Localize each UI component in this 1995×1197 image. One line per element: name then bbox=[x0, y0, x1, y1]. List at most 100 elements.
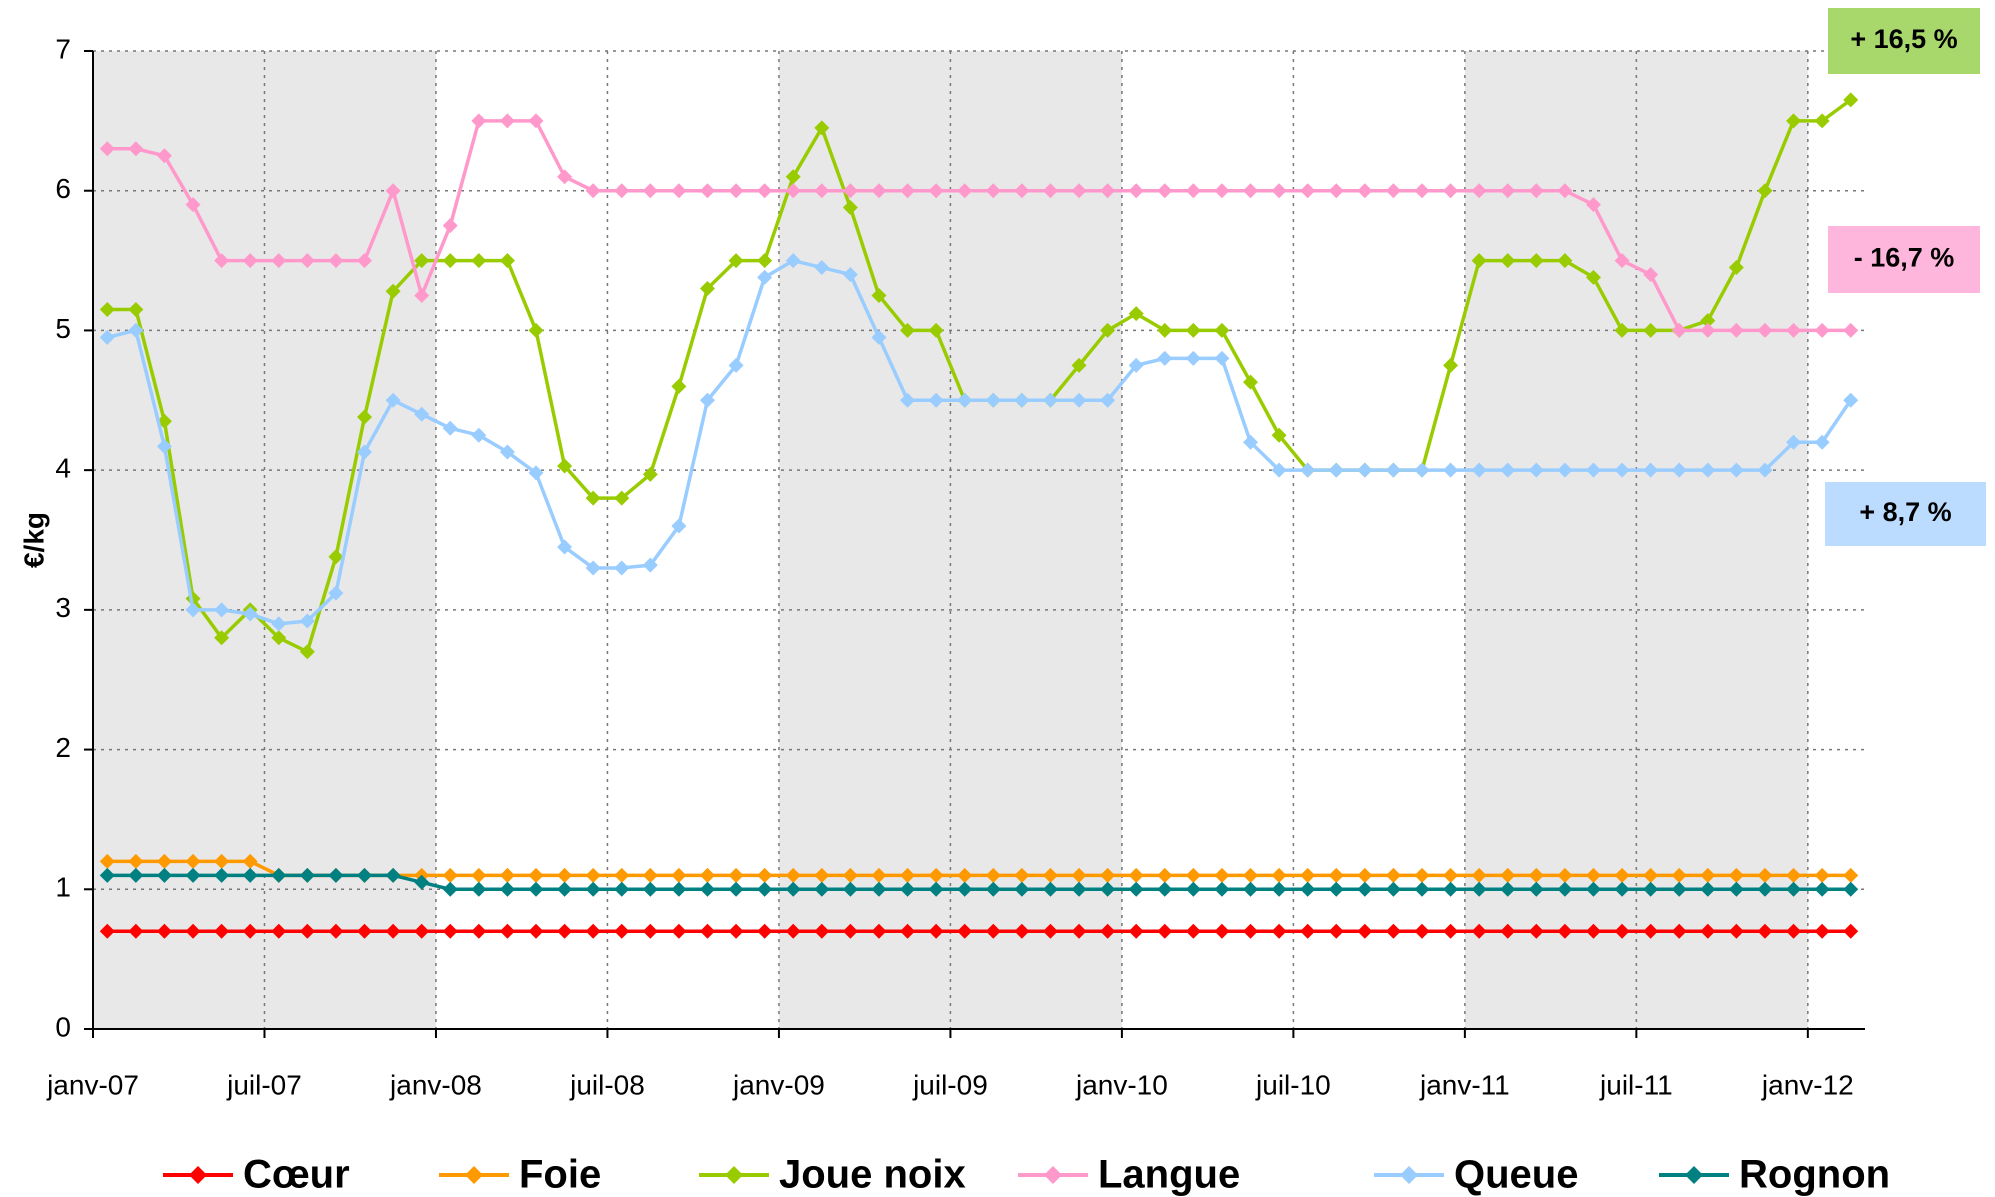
marker bbox=[842, 867, 858, 883]
marker bbox=[299, 867, 315, 883]
marker bbox=[214, 923, 230, 939]
marker bbox=[528, 113, 544, 129]
marker bbox=[156, 853, 172, 869]
marker bbox=[242, 606, 258, 622]
marker bbox=[1528, 253, 1544, 269]
marker bbox=[128, 322, 144, 338]
marker bbox=[1843, 322, 1859, 338]
marker bbox=[99, 141, 115, 157]
marker bbox=[557, 867, 573, 883]
marker bbox=[1643, 267, 1659, 283]
marker bbox=[642, 183, 658, 199]
marker bbox=[1042, 392, 1058, 408]
marker bbox=[699, 881, 715, 897]
marker bbox=[1471, 462, 1487, 478]
marker bbox=[871, 867, 887, 883]
marker bbox=[99, 853, 115, 869]
marker bbox=[1100, 923, 1116, 939]
marker bbox=[1728, 881, 1744, 897]
marker bbox=[1100, 392, 1116, 408]
x-tick-label: janv-09 bbox=[732, 1069, 825, 1100]
marker bbox=[642, 923, 658, 939]
marker bbox=[471, 867, 487, 883]
marker bbox=[1100, 867, 1116, 883]
marker bbox=[414, 288, 430, 303]
marker bbox=[1100, 183, 1116, 199]
marker bbox=[128, 301, 144, 317]
marker bbox=[1528, 462, 1544, 478]
legend-marker bbox=[1685, 1166, 1703, 1184]
marker bbox=[785, 169, 801, 185]
marker bbox=[1614, 881, 1630, 897]
marker bbox=[442, 867, 458, 883]
marker bbox=[1814, 923, 1830, 939]
marker bbox=[1814, 113, 1830, 129]
marker bbox=[271, 867, 287, 883]
marker bbox=[357, 923, 373, 939]
marker bbox=[156, 148, 172, 164]
marker bbox=[1528, 881, 1544, 897]
marker bbox=[385, 183, 401, 199]
marker bbox=[1414, 867, 1430, 883]
marker bbox=[985, 867, 1001, 883]
marker bbox=[842, 183, 858, 199]
marker bbox=[442, 218, 458, 234]
annotation: + 16,5 % bbox=[1850, 24, 1957, 54]
marker bbox=[842, 199, 858, 215]
marker bbox=[1500, 867, 1516, 883]
marker bbox=[585, 881, 601, 897]
y-tick-label: 0 bbox=[55, 1011, 71, 1042]
x-tick-label: janv-07 bbox=[46, 1069, 139, 1100]
marker bbox=[185, 867, 201, 883]
marker bbox=[1757, 462, 1773, 478]
marker bbox=[1100, 881, 1116, 897]
marker bbox=[1585, 197, 1601, 213]
marker bbox=[242, 253, 258, 269]
marker bbox=[642, 881, 658, 897]
marker bbox=[156, 438, 172, 454]
marker bbox=[1557, 183, 1573, 199]
marker bbox=[471, 253, 487, 269]
marker bbox=[871, 329, 887, 345]
marker bbox=[585, 923, 601, 939]
marker bbox=[1786, 867, 1802, 883]
marker bbox=[900, 183, 916, 199]
marker bbox=[1214, 881, 1230, 897]
marker bbox=[1414, 881, 1430, 897]
marker bbox=[499, 881, 515, 897]
marker bbox=[757, 183, 773, 199]
marker bbox=[185, 923, 201, 939]
marker bbox=[1471, 867, 1487, 883]
marker bbox=[785, 867, 801, 883]
marker bbox=[1643, 923, 1659, 939]
marker bbox=[928, 881, 944, 897]
marker bbox=[871, 881, 887, 897]
marker bbox=[728, 183, 744, 199]
marker bbox=[728, 357, 744, 373]
marker bbox=[1385, 462, 1401, 478]
marker bbox=[1443, 867, 1459, 883]
marker bbox=[699, 923, 715, 939]
marker bbox=[1243, 867, 1259, 883]
marker bbox=[557, 923, 573, 939]
marker bbox=[271, 253, 287, 269]
marker bbox=[128, 141, 144, 157]
marker bbox=[1786, 113, 1802, 129]
marker bbox=[1843, 392, 1859, 408]
marker bbox=[900, 867, 916, 883]
marker bbox=[814, 183, 830, 199]
y-tick-label: 7 bbox=[55, 33, 71, 64]
marker bbox=[442, 923, 458, 939]
x-tick-label: janv-08 bbox=[389, 1069, 482, 1100]
marker bbox=[299, 613, 315, 629]
marker bbox=[1042, 923, 1058, 939]
marker bbox=[1757, 322, 1773, 338]
marker bbox=[1500, 183, 1516, 199]
marker bbox=[957, 392, 973, 408]
x-tick-label: juil-08 bbox=[569, 1069, 645, 1100]
marker bbox=[1557, 923, 1573, 939]
marker bbox=[1614, 253, 1630, 269]
marker bbox=[957, 183, 973, 199]
marker bbox=[328, 585, 344, 601]
marker bbox=[928, 392, 944, 408]
